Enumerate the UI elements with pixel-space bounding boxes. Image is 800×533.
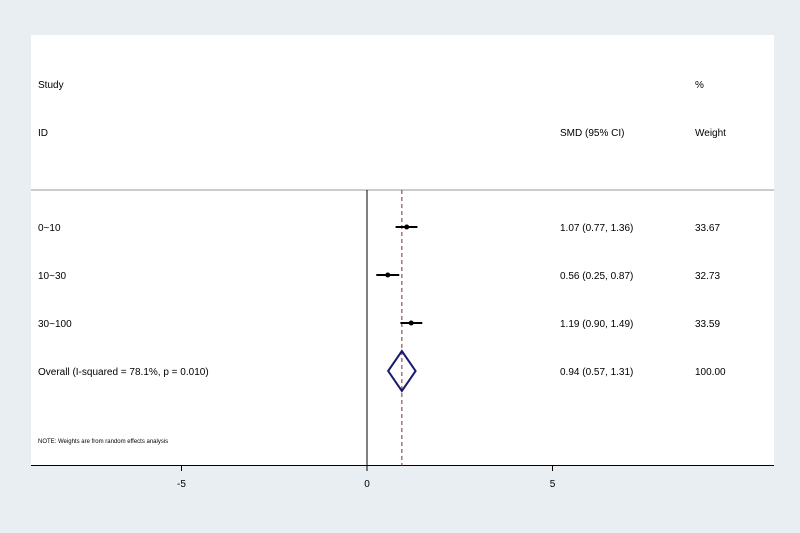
header-weight-pct: % — [695, 80, 704, 91]
ci-text: 1.07 (0.77, 1.36) — [560, 223, 633, 234]
weight-text: 33.67 — [695, 223, 720, 234]
x-tick-label: 5 — [550, 479, 556, 490]
overall-ci-text: 0.94 (0.57, 1.31) — [560, 367, 633, 378]
header-effect: SMD (95% CI) — [560, 128, 624, 139]
overall-label: Overall (I-squared = 78.1%, p = 0.010) — [38, 367, 209, 378]
header-study: Study — [38, 80, 64, 91]
point-estimate — [408, 320, 414, 326]
ci-text: 1.19 (0.90, 1.49) — [560, 319, 633, 330]
study-label: 10~30 — [38, 271, 67, 282]
study-label: 0~10 — [38, 223, 61, 234]
axis-region — [0, 466, 800, 528]
point-estimate — [404, 224, 410, 230]
x-tick-label: 0 — [364, 479, 370, 490]
note: NOTE: Weights are from random effects an… — [38, 439, 168, 445]
point-estimate — [385, 272, 391, 278]
weight-text: 32.73 — [695, 271, 720, 282]
overall-diamond — [386, 349, 417, 393]
header-id: ID — [38, 128, 48, 139]
x-tick-label: -5 — [177, 479, 186, 490]
header-weight: Weight — [695, 128, 726, 139]
study-label: 30~100 — [38, 319, 72, 330]
ci-text: 0.56 (0.25, 0.87) — [560, 271, 633, 282]
weight-text: 33.59 — [695, 319, 720, 330]
overall-weight-text: 100.00 — [695, 367, 726, 378]
plot-region — [31, 35, 774, 496]
